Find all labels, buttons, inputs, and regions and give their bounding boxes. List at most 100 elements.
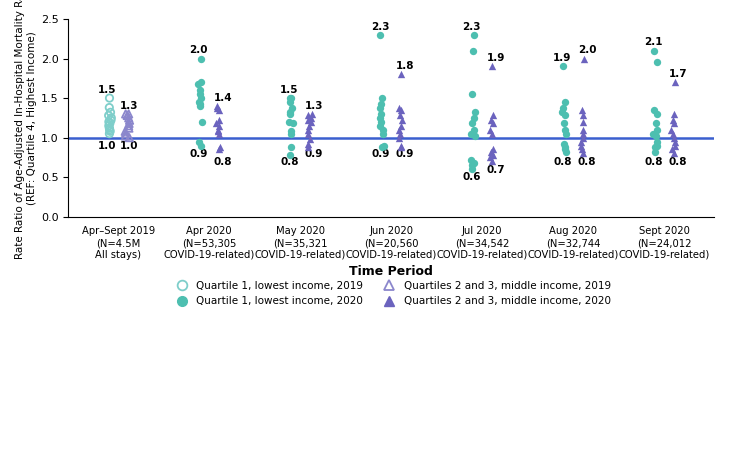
Point bbox=[213, 116, 225, 124]
Point bbox=[466, 91, 478, 98]
Point bbox=[284, 143, 296, 151]
Text: 0.9: 0.9 bbox=[395, 149, 414, 159]
Point bbox=[104, 94, 115, 102]
Point bbox=[104, 104, 115, 111]
Point bbox=[284, 118, 295, 126]
Point bbox=[665, 126, 677, 134]
Point bbox=[284, 94, 296, 102]
Point bbox=[577, 118, 589, 126]
Point bbox=[648, 130, 659, 137]
Point bbox=[285, 94, 297, 102]
Point bbox=[651, 138, 662, 145]
Point bbox=[302, 130, 314, 137]
Point bbox=[211, 120, 222, 127]
Point bbox=[556, 109, 568, 116]
Text: 1.7: 1.7 bbox=[669, 69, 687, 79]
Text: 0.9: 0.9 bbox=[371, 149, 390, 159]
Point bbox=[465, 130, 477, 137]
Point bbox=[393, 104, 404, 111]
Point bbox=[666, 146, 678, 153]
Text: 1.4: 1.4 bbox=[213, 93, 232, 103]
Point bbox=[196, 94, 208, 102]
Point bbox=[651, 142, 663, 149]
Text: 1.0: 1.0 bbox=[120, 141, 138, 151]
Point bbox=[213, 122, 225, 129]
Text: 0.8: 0.8 bbox=[213, 156, 232, 167]
Point bbox=[194, 101, 205, 108]
Point bbox=[668, 134, 680, 142]
Point bbox=[123, 124, 135, 132]
Point bbox=[197, 118, 208, 126]
Point bbox=[213, 146, 224, 153]
Point bbox=[577, 130, 588, 137]
Point bbox=[484, 154, 496, 161]
Point bbox=[120, 130, 132, 137]
Point bbox=[123, 114, 135, 121]
Point bbox=[558, 120, 569, 127]
Point bbox=[559, 98, 571, 106]
Point bbox=[648, 106, 659, 113]
Point bbox=[123, 122, 135, 129]
Point bbox=[306, 110, 317, 118]
Text: 1.0: 1.0 bbox=[98, 141, 117, 151]
Point bbox=[120, 110, 132, 118]
Point bbox=[648, 47, 659, 54]
Point bbox=[465, 156, 477, 163]
Point bbox=[376, 101, 387, 108]
Point bbox=[667, 116, 679, 124]
Point bbox=[375, 118, 387, 126]
Point bbox=[486, 63, 498, 70]
Point bbox=[650, 132, 662, 140]
Point bbox=[104, 120, 115, 127]
Point bbox=[468, 31, 480, 39]
Point bbox=[195, 78, 207, 86]
Point bbox=[469, 132, 480, 140]
Point bbox=[466, 165, 478, 173]
Point bbox=[302, 116, 314, 124]
Point bbox=[577, 126, 588, 134]
Text: 2.0: 2.0 bbox=[577, 45, 596, 56]
Point bbox=[668, 120, 680, 127]
Point bbox=[302, 112, 314, 119]
Point bbox=[649, 143, 661, 151]
Point bbox=[286, 104, 298, 111]
Point bbox=[124, 120, 135, 127]
Point bbox=[667, 130, 679, 137]
Point bbox=[669, 78, 681, 86]
Point bbox=[212, 126, 224, 134]
Point bbox=[468, 47, 480, 54]
Point bbox=[468, 159, 480, 167]
Point bbox=[193, 98, 205, 106]
Point bbox=[487, 120, 499, 127]
Point bbox=[302, 143, 314, 151]
Point bbox=[305, 118, 317, 126]
Text: 1.8: 1.8 bbox=[395, 61, 414, 71]
Point bbox=[488, 151, 499, 159]
Point bbox=[393, 134, 405, 142]
Point bbox=[651, 120, 662, 127]
Point bbox=[284, 151, 296, 159]
Text: 1.3: 1.3 bbox=[120, 101, 138, 111]
Point bbox=[194, 102, 206, 110]
Point bbox=[119, 127, 131, 135]
Point bbox=[123, 110, 135, 118]
Text: 0.6: 0.6 bbox=[462, 172, 480, 183]
Point bbox=[121, 112, 133, 119]
Point bbox=[302, 140, 314, 148]
Point bbox=[577, 150, 588, 157]
Text: 1.5: 1.5 bbox=[280, 85, 298, 95]
Point bbox=[576, 106, 588, 113]
Point bbox=[557, 63, 569, 70]
Point bbox=[668, 150, 680, 157]
Point bbox=[561, 130, 572, 137]
Point bbox=[557, 104, 569, 111]
Point bbox=[395, 143, 407, 151]
Text: 1.5: 1.5 bbox=[98, 85, 117, 95]
Text: 0.8: 0.8 bbox=[644, 156, 662, 167]
Point bbox=[669, 138, 681, 145]
Point bbox=[213, 106, 225, 113]
Point bbox=[575, 138, 587, 145]
Text: 2.0: 2.0 bbox=[189, 45, 208, 56]
Point bbox=[466, 120, 478, 127]
Point bbox=[214, 143, 226, 151]
